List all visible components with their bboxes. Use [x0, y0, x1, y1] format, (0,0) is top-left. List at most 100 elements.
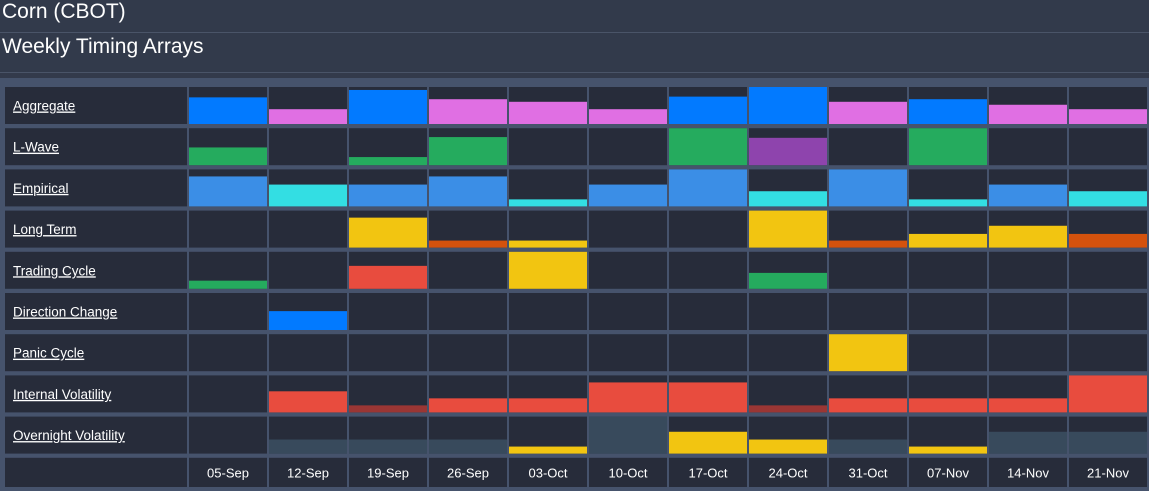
timing-bar[interactable]	[669, 169, 747, 207]
timing-bar[interactable]	[509, 251, 587, 289]
timing-bar[interactable]	[189, 176, 267, 207]
x-tick-label: 07-Nov	[927, 465, 969, 480]
timing-bar[interactable]	[349, 157, 427, 166]
row-label[interactable]: Empirical	[13, 181, 69, 196]
row-label[interactable]: Panic Cycle	[13, 346, 84, 361]
timing-bar[interactable]	[749, 137, 827, 166]
timing-bar[interactable]	[909, 398, 987, 413]
timing-bar[interactable]	[829, 334, 907, 372]
timing-bar[interactable]	[669, 431, 747, 454]
timing-bar[interactable]	[349, 184, 427, 207]
timing-bar[interactable]	[989, 225, 1067, 248]
timing-bar[interactable]	[589, 416, 667, 454]
row-label[interactable]: L-Wave	[13, 140, 59, 155]
timing-bar[interactable]	[829, 439, 907, 454]
timing-bar[interactable]	[269, 109, 347, 124]
timing-bar[interactable]	[269, 439, 347, 454]
row-label-cell	[5, 87, 187, 124]
timing-bar[interactable]	[909, 233, 987, 248]
grid-cell	[269, 210, 347, 248]
timing-bar[interactable]	[349, 405, 427, 413]
grid-cell	[669, 334, 747, 372]
timing-bar[interactable]	[509, 101, 587, 124]
grid-cell	[429, 251, 507, 289]
timing-bar[interactable]	[749, 439, 827, 454]
timing-bar[interactable]	[749, 405, 827, 413]
grid-cell	[669, 251, 747, 289]
timing-bar[interactable]	[669, 96, 747, 124]
timing-bar[interactable]	[429, 99, 507, 124]
x-tick-label: 26-Sep	[447, 465, 489, 480]
grid-cell	[669, 293, 747, 330]
timing-bar[interactable]	[1069, 191, 1147, 207]
timing-bar[interactable]	[909, 128, 987, 166]
timing-bar[interactable]	[589, 184, 667, 207]
timing-bar[interactable]	[589, 109, 667, 124]
timing-bar[interactable]	[509, 398, 587, 413]
timing-bar[interactable]	[749, 272, 827, 289]
timing-bar[interactable]	[429, 137, 507, 166]
timing-bar[interactable]	[269, 184, 347, 207]
timing-bar[interactable]	[829, 240, 907, 248]
grid-cell	[429, 334, 507, 372]
x-tick-label: 17-Oct	[688, 465, 727, 480]
timing-bar[interactable]	[909, 446, 987, 454]
grid-cell	[989, 128, 1067, 166]
timing-bar[interactable]	[909, 199, 987, 207]
timing-bar[interactable]	[749, 210, 827, 248]
timing-bar[interactable]	[349, 265, 427, 289]
axis-cell	[189, 457, 267, 487]
timing-bar[interactable]	[269, 391, 347, 413]
timing-bar[interactable]	[989, 184, 1067, 207]
timing-bar[interactable]	[989, 104, 1067, 124]
timing-bar[interactable]	[1069, 431, 1147, 454]
axis-cell	[269, 457, 347, 487]
axis-cell	[429, 457, 507, 487]
timing-bar[interactable]	[509, 199, 587, 207]
timing-bar[interactable]	[509, 240, 587, 248]
grid-cell	[589, 293, 667, 330]
timing-bar[interactable]	[989, 398, 1067, 413]
grid-cell	[829, 293, 907, 330]
timing-bar[interactable]	[829, 169, 907, 207]
grid-cell	[509, 334, 587, 372]
timing-bar[interactable]	[429, 439, 507, 454]
grid-cell	[349, 293, 427, 330]
timing-bar[interactable]	[349, 217, 427, 248]
timing-bar[interactable]	[269, 311, 347, 330]
timing-bar[interactable]	[669, 382, 747, 413]
timing-bar[interactable]	[1069, 233, 1147, 248]
row-label[interactable]: Long Term	[13, 222, 77, 237]
timing-bar[interactable]	[509, 446, 587, 454]
row-label[interactable]: Internal Volatility	[13, 387, 112, 402]
timing-bar[interactable]	[989, 431, 1067, 454]
timing-bar[interactable]	[349, 439, 427, 454]
timing-bar[interactable]	[349, 89, 427, 124]
row-label-cell	[5, 169, 187, 207]
timing-bar[interactable]	[749, 191, 827, 207]
timing-bar[interactable]	[429, 240, 507, 248]
timing-bar[interactable]	[669, 128, 747, 166]
timing-bar[interactable]	[1069, 375, 1147, 413]
timing-bar[interactable]	[749, 87, 827, 124]
x-tick-label: 05-Sep	[207, 465, 249, 480]
timing-bar[interactable]	[829, 101, 907, 124]
timing-bar[interactable]	[189, 280, 267, 289]
timing-bar[interactable]	[429, 398, 507, 413]
row-label-cell	[5, 416, 187, 454]
row-label[interactable]: Aggregate	[13, 99, 75, 114]
timing-bar[interactable]	[1069, 109, 1147, 124]
timing-bar[interactable]	[589, 382, 667, 413]
row-label[interactable]: Overnight Volatility	[13, 428, 125, 443]
axis-corner-cell	[5, 457, 187, 487]
row-label[interactable]: Direction Change	[13, 305, 117, 320]
axis-cell	[349, 457, 427, 487]
timing-bar[interactable]	[429, 176, 507, 207]
timing-bar[interactable]	[189, 97, 267, 124]
chart-subtitle: Weekly Timing Arrays	[2, 35, 204, 58]
grid-cell	[1069, 293, 1147, 330]
timing-bar[interactable]	[909, 99, 987, 124]
row-label[interactable]: Trading Cycle	[13, 263, 96, 278]
timing-bar[interactable]	[189, 147, 267, 166]
timing-bar[interactable]	[829, 398, 907, 413]
